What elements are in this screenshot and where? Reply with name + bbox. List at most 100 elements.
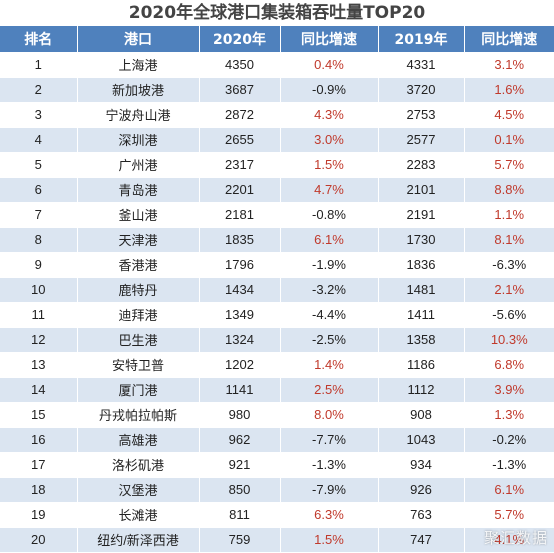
cell-growth-2019: 3.1% xyxy=(464,52,554,78)
cell-2020: 759 xyxy=(199,527,281,553)
cell-2019: 926 xyxy=(378,477,465,503)
table-row: 12 巴生港 1324 -2.5% 1358 10.3% xyxy=(0,327,554,353)
cell-2020: 1796 xyxy=(199,252,281,278)
table-row: 7 釜山港 2181 -0.8% 2191 1.1% xyxy=(0,202,554,228)
cell-2019: 2101 xyxy=(378,177,465,203)
cell-rank: 15 xyxy=(0,402,78,428)
table-row: 10 鹿特丹 1434 -3.2% 1481 2.1% xyxy=(0,277,554,303)
cell-port: 鹿特丹 xyxy=(77,277,200,303)
cell-growth-2020: 1.4% xyxy=(280,352,379,378)
header-2019: 2019年 xyxy=(378,26,465,52)
cell-2020: 1141 xyxy=(199,377,281,403)
header-port: 港口 xyxy=(77,26,200,52)
cell-growth-2020: 0.4% xyxy=(280,52,379,78)
port-ranking-table: 排名 港口 2020年 同比增速 2019年 同比增速 1 上海港 4350 0.4%… xyxy=(0,26,554,553)
cell-port: 釜山港 xyxy=(77,202,200,228)
table-row: 18 汉堡港 850 -7.9% 926 6.1% xyxy=(0,477,554,503)
cell-2019: 1043 xyxy=(378,427,465,453)
cell-2020: 1434 xyxy=(199,277,281,303)
cell-port: 洛杉矶港 xyxy=(77,452,200,478)
cell-growth-2020: 3.0% xyxy=(280,127,379,153)
cell-growth-2020: 1.5% xyxy=(280,152,379,178)
cell-port: 天津港 xyxy=(77,227,200,253)
cell-rank: 4 xyxy=(0,127,78,153)
cell-growth-2020: -1.3% xyxy=(280,452,379,478)
cell-2020: 2872 xyxy=(199,102,281,128)
cell-2020: 1202 xyxy=(199,352,281,378)
cell-growth-2020: -7.7% xyxy=(280,427,379,453)
table-body: 1 上海港 4350 0.4% 4331 3.1% 2 新加坡港 3687 -0.9% 3720 1.… xyxy=(0,52,554,553)
cell-growth-2020: -7.9% xyxy=(280,477,379,503)
cell-growth-2019: 1.3% xyxy=(464,402,554,428)
table-row: 19 长滩港 811 6.3% 763 5.7% xyxy=(0,502,554,528)
cell-rank: 16 xyxy=(0,427,78,453)
cell-growth-2019: 1.6% xyxy=(464,77,554,103)
cell-growth-2020: 1.5% xyxy=(280,527,379,553)
cell-port: 深圳港 xyxy=(77,127,200,153)
cell-2019: 1358 xyxy=(378,327,465,353)
table-row: 14 厦门港 1141 2.5% 1112 3.9% xyxy=(0,377,554,403)
cell-2019: 2753 xyxy=(378,102,465,128)
table-row: 1 上海港 4350 0.4% 4331 3.1% xyxy=(0,52,554,78)
cell-port: 巴生港 xyxy=(77,327,200,353)
cell-growth-2020: 8.0% xyxy=(280,402,379,428)
cell-growth-2020: -2.5% xyxy=(280,327,379,353)
cell-growth-2020: -3.2% xyxy=(280,277,379,303)
cell-rank: 11 xyxy=(0,302,78,328)
table-row: 17 洛杉矶港 921 -1.3% 934 -1.3% xyxy=(0,452,554,478)
cell-port: 纽约/新泽西港 xyxy=(77,527,200,553)
cell-2019: 1186 xyxy=(378,352,465,378)
cell-2020: 811 xyxy=(199,502,281,528)
cell-port: 宁波舟山港 xyxy=(77,102,200,128)
cell-rank: 18 xyxy=(0,477,78,503)
header-growth-2019: 同比增速 xyxy=(481,32,538,48)
cell-2020: 4350 xyxy=(199,52,281,78)
header-growth-2020: 同比增速 xyxy=(280,26,379,52)
cell-2020: 962 xyxy=(199,427,281,453)
cell-port: 青岛港 xyxy=(77,177,200,203)
table-row: 15 丹戎帕拉帕斯 980 8.0% 908 1.3% xyxy=(0,402,554,428)
cell-port: 迪拜港 xyxy=(77,302,200,328)
cell-rank: 5 xyxy=(0,152,78,178)
cell-growth-2019: -1.3% xyxy=(464,452,554,478)
cell-port: 丹戎帕拉帕斯 xyxy=(77,402,200,428)
cell-growth-2019: 0.1% xyxy=(464,127,554,153)
cell-2019: 4331 xyxy=(378,52,465,78)
cell-growth-2019: 5.7% xyxy=(464,502,554,528)
cell-rank: 8 xyxy=(0,227,78,253)
cell-rank: 10 xyxy=(0,277,78,303)
cell-rank: 2 xyxy=(0,77,78,103)
cell-growth-2020: -0.9% xyxy=(280,77,379,103)
table-row: 11 迪拜港 1349 -4.4% 1411 -5.6% xyxy=(0,302,554,328)
cell-growth-2020: 2.5% xyxy=(280,377,379,403)
cell-2020: 1349 xyxy=(199,302,281,328)
table-row: 13 安特卫普 1202 1.4% 1186 6.8% xyxy=(0,352,554,378)
cell-port: 厦门港 xyxy=(77,377,200,403)
table-row: 4 深圳港 2655 3.0% 2577 0.1% xyxy=(0,127,554,153)
table-row: 8 天津港 1835 6.1% 1730 8.1% xyxy=(0,227,554,253)
cell-rank: 7 xyxy=(0,202,78,228)
cell-growth-2020: -0.8% xyxy=(280,202,379,228)
cell-port: 上海港 xyxy=(77,52,200,78)
cell-2020: 921 xyxy=(199,452,281,478)
cell-port: 安特卫普 xyxy=(77,352,200,378)
cell-port: 新加坡港 xyxy=(77,77,200,103)
cell-rank: 6 xyxy=(0,177,78,203)
cell-growth-2020: 4.7% xyxy=(280,177,379,203)
cell-rank: 12 xyxy=(0,327,78,353)
cell-growth-2019: 3.9% xyxy=(464,377,554,403)
cell-rank: 9 xyxy=(0,252,78,278)
watermark-logo: 聚汇数据 xyxy=(483,529,548,547)
cell-2019: 747 xyxy=(378,527,465,553)
cell-2019: 908 xyxy=(378,402,465,428)
table-row: 6 青岛港 2201 4.7% 2101 8.8% xyxy=(0,177,554,203)
cell-growth-2019: -0.2% xyxy=(464,427,554,453)
cell-growth-2020: -1.9% xyxy=(280,252,379,278)
cell-growth-2019: 1.1% xyxy=(464,202,554,228)
cell-growth-2019: 6.1% xyxy=(464,477,554,503)
cell-2020: 980 xyxy=(199,402,281,428)
cell-rank: 20 xyxy=(0,527,78,553)
cell-2020: 3687 xyxy=(199,77,281,103)
cell-port: 广州港 xyxy=(77,152,200,178)
